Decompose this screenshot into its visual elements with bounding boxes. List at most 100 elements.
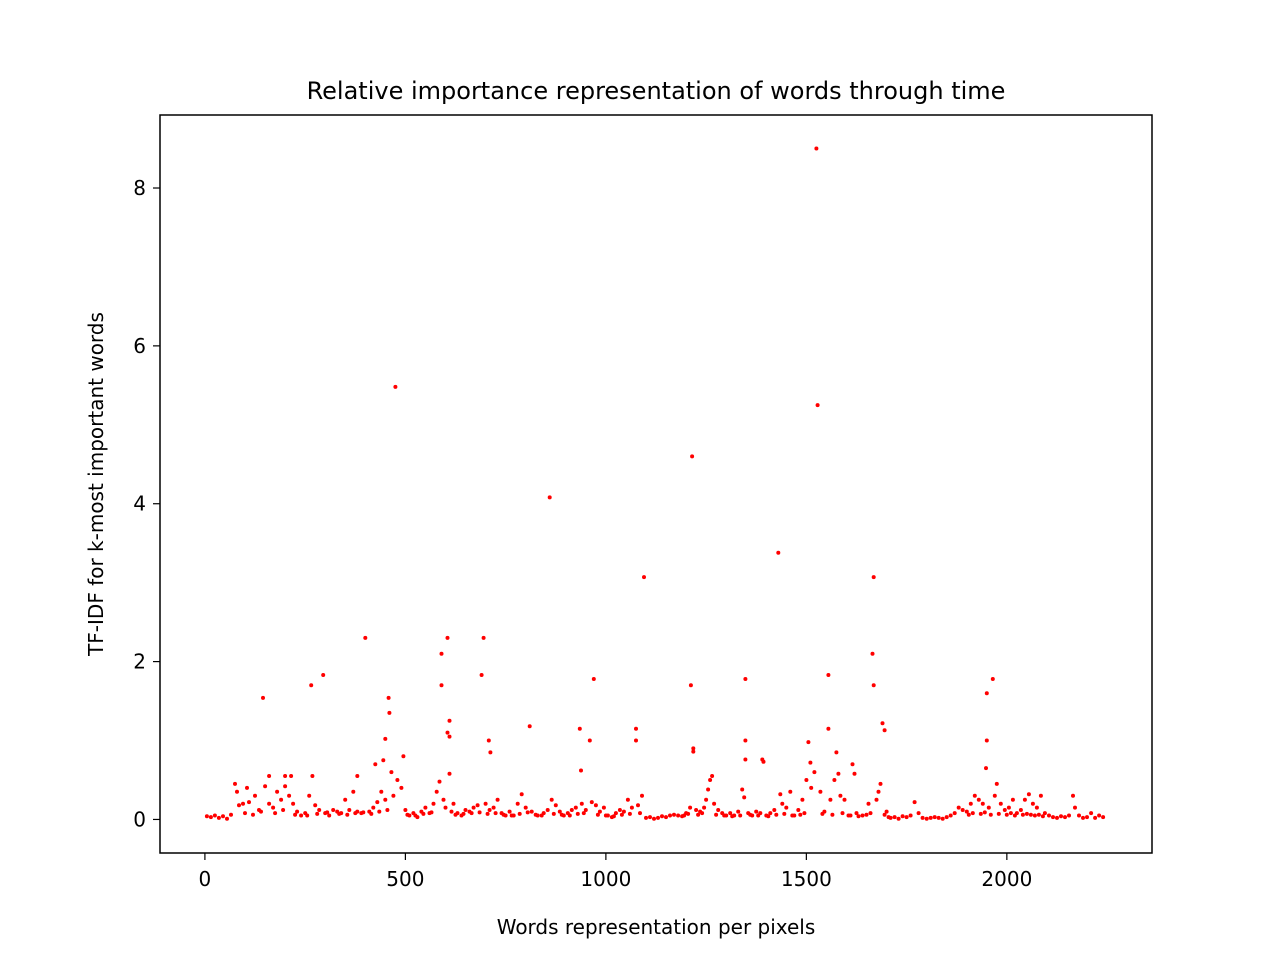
data-point	[691, 749, 696, 754]
data-point	[421, 811, 426, 816]
data-point	[383, 797, 388, 802]
data-point	[275, 789, 280, 794]
data-point	[625, 797, 630, 802]
data-point	[413, 813, 418, 818]
plot-area-frame	[159, 114, 1153, 854]
data-point	[948, 813, 953, 818]
data-point	[884, 809, 889, 814]
data-point	[363, 635, 368, 640]
data-point	[743, 738, 748, 743]
data-point	[842, 797, 847, 802]
data-point	[399, 785, 404, 790]
data-point	[447, 771, 452, 776]
data-point	[1071, 793, 1075, 798]
data-point	[1077, 813, 1081, 818]
data-point	[876, 789, 881, 794]
data-point	[345, 812, 350, 817]
data-point	[481, 635, 486, 640]
data-point	[355, 774, 360, 778]
data-point	[317, 808, 322, 812]
data-point	[808, 760, 813, 765]
data-point	[1042, 811, 1047, 816]
data-point	[559, 812, 564, 817]
data-point	[802, 811, 807, 816]
data-point	[431, 801, 436, 806]
data-point	[1089, 811, 1094, 816]
data-point	[1032, 813, 1037, 818]
data-point	[587, 738, 592, 743]
data-point	[738, 813, 743, 818]
data-point	[636, 803, 640, 808]
data-point	[263, 784, 268, 789]
data-point	[668, 813, 672, 818]
data-point	[854, 811, 859, 816]
data-point	[461, 811, 466, 816]
x-tick-label: 1500	[781, 867, 832, 891]
data-point	[1002, 808, 1007, 812]
data-point	[960, 808, 965, 812]
data-point	[283, 774, 288, 778]
data-point	[704, 797, 709, 802]
data-point	[1093, 815, 1098, 820]
data-point	[310, 774, 315, 778]
data-point	[676, 813, 681, 818]
data-point	[423, 805, 428, 810]
data-point	[940, 816, 945, 821]
data-point	[533, 812, 538, 817]
y-tick-label: 4	[133, 492, 146, 516]
data-point	[487, 808, 492, 812]
data-points	[204, 146, 1106, 821]
data-point	[495, 797, 500, 802]
data-point	[331, 808, 336, 812]
data-point	[579, 801, 584, 806]
data-point	[267, 801, 272, 806]
y-axis-ticks: 0 2 4 6 8	[133, 176, 160, 831]
data-point	[878, 781, 883, 786]
data-point	[944, 815, 949, 820]
data-point	[557, 809, 562, 814]
data-point	[798, 812, 803, 817]
data-point	[818, 789, 823, 794]
data-point	[722, 813, 727, 818]
data-point	[493, 811, 498, 816]
data-point	[237, 803, 241, 808]
data-point	[551, 811, 556, 816]
data-point	[386, 695, 391, 700]
data-point	[261, 695, 265, 700]
data-point	[712, 801, 717, 806]
data-point	[740, 787, 745, 792]
data-point	[235, 789, 239, 794]
data-point	[788, 789, 793, 794]
data-point	[488, 750, 493, 755]
data-point	[1067, 813, 1071, 818]
data-point	[477, 810, 482, 815]
data-point	[1081, 815, 1085, 820]
data-point	[315, 811, 320, 816]
data-point	[295, 809, 300, 814]
data-point	[281, 808, 286, 812]
data-point	[880, 721, 885, 726]
data-point	[627, 811, 632, 816]
data-point	[860, 813, 865, 818]
data-point	[892, 815, 897, 820]
data-point	[611, 814, 616, 819]
data-point	[469, 811, 474, 816]
data-point	[806, 740, 811, 745]
data-point	[486, 738, 491, 743]
data-point	[583, 808, 588, 812]
data-point	[644, 815, 648, 820]
x-tick-label: 1000	[580, 867, 631, 891]
data-point	[984, 766, 988, 771]
data-point	[405, 812, 410, 817]
data-point	[710, 774, 715, 778]
data-point	[1034, 805, 1039, 810]
data-point	[870, 651, 875, 656]
data-point	[287, 793, 292, 798]
data-point	[656, 815, 660, 820]
data-point	[688, 805, 693, 810]
data-point	[439, 683, 444, 688]
data-point	[1026, 792, 1031, 797]
data-point	[900, 814, 905, 819]
data-point	[517, 811, 522, 816]
data-point	[748, 812, 753, 817]
